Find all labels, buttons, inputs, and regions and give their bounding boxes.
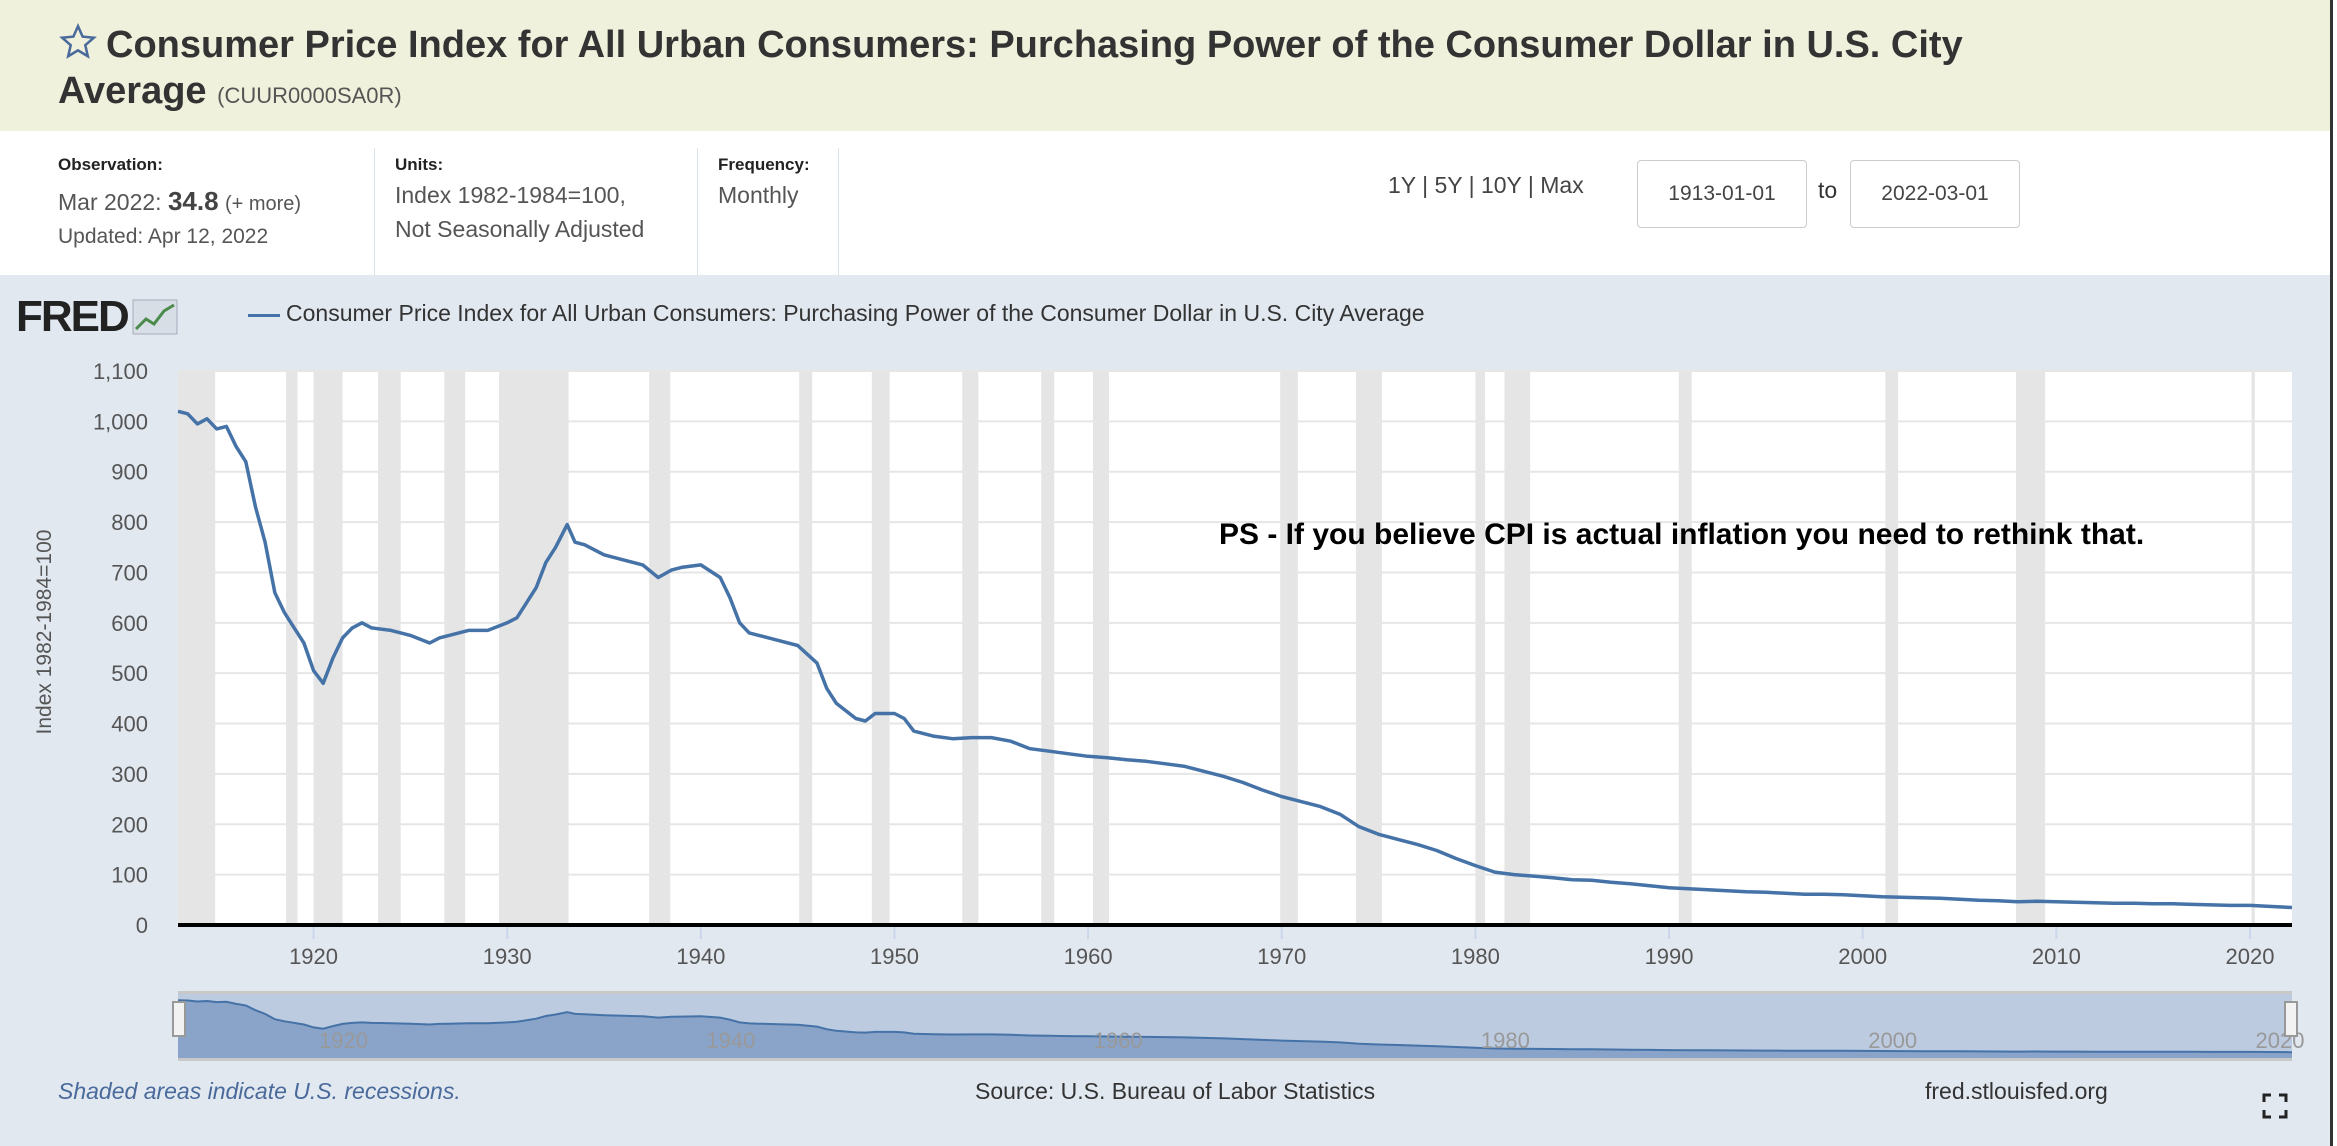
more-link[interactable]: (+ more)	[224, 193, 302, 215]
window-edge	[2330, 0, 2333, 1146]
legend-label: Consumer Price Index for All Urban Consu…	[286, 300, 1425, 326]
annotation-text: PS - If you believe CPI is actual inflat…	[1219, 518, 2145, 551]
y-tick-label: 400	[111, 712, 148, 737]
y-tick-label: 0	[136, 913, 148, 938]
separator: |	[1415, 172, 1435, 198]
divider	[838, 148, 839, 275]
fred-logo-text: FRED	[16, 292, 130, 341]
star-outline-icon[interactable]	[58, 23, 98, 61]
end-date-input[interactable]: 2022-03-01	[1850, 160, 2020, 228]
x-tick-label: 1920	[289, 944, 338, 969]
frequency-label: Frequency:	[718, 155, 810, 174]
recession-band	[799, 371, 813, 925]
source-label[interactable]: Source: U.S. Bureau of Labor Statistics	[975, 1078, 1376, 1104]
x-tick-label: 1990	[1645, 944, 1694, 969]
recession-band	[1280, 371, 1298, 925]
y-tick-label: 200	[111, 812, 148, 837]
y-tick-label: 600	[111, 611, 148, 636]
separator: |	[1521, 172, 1541, 198]
y-tick-label: 800	[111, 510, 148, 535]
recession-band	[2251, 371, 2255, 925]
x-tick-label: 1980	[1451, 944, 1500, 969]
navigator-handle[interactable]	[172, 1001, 186, 1037]
units-line-2: Not Seasonally Adjusted	[395, 216, 645, 242]
recession-band	[871, 371, 890, 925]
latest-value: 34.8	[167, 186, 219, 216]
observation-label: Observation:	[58, 155, 163, 174]
fullscreen-icon[interactable]	[2262, 1093, 2288, 1119]
x-tick-label: 1970	[1257, 944, 1306, 969]
recession-band	[2016, 371, 2046, 925]
divider	[374, 148, 375, 275]
x-tick-label: 2000	[1838, 944, 1887, 969]
x-tick-label: 1960	[1064, 944, 1113, 969]
navigator-label: 2000	[1868, 1028, 1917, 1053]
range-max[interactable]: Max	[1540, 172, 1584, 198]
range-5y[interactable]: 5Y	[1434, 172, 1463, 198]
recession-band	[444, 371, 466, 925]
navigator-label: 1960	[1094, 1028, 1143, 1053]
x-tick-label: 1940	[676, 944, 725, 969]
x-tick-label: 1950	[870, 944, 919, 969]
navigator-handle[interactable]	[2284, 1001, 2298, 1037]
series-id: (CUUR0000SA0R)	[217, 83, 402, 108]
legend-line-swatch	[248, 314, 280, 317]
frequency-value: Monthly	[718, 182, 799, 208]
recession-band	[178, 371, 216, 925]
recession-band	[1678, 371, 1692, 925]
y-tick-label: 100	[111, 863, 148, 888]
series-line	[177, 409, 2293, 910]
observation-value: Mar 2022: 34.8 (+ more)	[58, 184, 301, 221]
separator: |	[1462, 172, 1481, 198]
recession-band	[286, 371, 298, 925]
y-tick-label: 1,000	[93, 409, 148, 434]
range-10y[interactable]: 10Y	[1480, 172, 1522, 198]
navigator-label: 1980	[1481, 1028, 1530, 1053]
recession-band	[1092, 371, 1110, 925]
y-tick-label: 500	[111, 661, 148, 686]
page-title: Consumer Price Index for All Urban Consu…	[58, 22, 2058, 119]
x-tick-label: 2010	[2032, 944, 2081, 969]
fred-url-link[interactable]: fred.stlouisfed.org	[1925, 1078, 2108, 1104]
recession-band	[1885, 371, 1899, 925]
x-tick-label: 2020	[2226, 944, 2275, 969]
units-label: Units:	[395, 155, 444, 174]
navigator-line	[177, 999, 2293, 1054]
recession-band	[962, 371, 979, 925]
x-tick-label: 1930	[483, 944, 532, 969]
plot-background	[178, 371, 2292, 925]
fred-logo: FRED	[16, 292, 178, 342]
recession-band	[649, 371, 671, 925]
divider	[697, 148, 698, 275]
recession-band	[1041, 371, 1055, 925]
y-tick-label: 900	[111, 460, 148, 485]
y-tick-label: 700	[111, 560, 148, 585]
recession-band	[378, 371, 401, 925]
observation-date: Mar 2022:	[58, 189, 162, 215]
y-tick-label: 1,100	[93, 359, 148, 384]
range-1y[interactable]: 1Y	[1388, 172, 1416, 198]
title-banner	[0, 0, 2330, 131]
navigator-label: 1940	[706, 1028, 755, 1053]
recession-note: Shaded areas indicate U.S. recessions.	[58, 1078, 461, 1104]
chart-trend-icon	[132, 299, 178, 335]
y-tick-label: 300	[111, 762, 148, 787]
recession-band	[1355, 371, 1382, 925]
navigator-label: 1920	[319, 1028, 368, 1053]
recession-band	[1475, 371, 1486, 925]
to-label: to	[1818, 177, 1838, 203]
units-line-1: Index 1982-1984=100,	[395, 182, 626, 208]
recession-band	[499, 371, 569, 925]
recession-band	[1504, 371, 1531, 925]
series-title: Consumer Price Index for All Urban Consu…	[58, 24, 1963, 112]
navigator-area	[178, 1000, 2292, 1058]
start-date-input[interactable]: 1913-01-01	[1637, 160, 1807, 228]
range-selector: 1Y | 5Y | 10Y | Max	[1388, 172, 1584, 199]
updated-date: Updated: Apr 12, 2022	[58, 225, 269, 248]
